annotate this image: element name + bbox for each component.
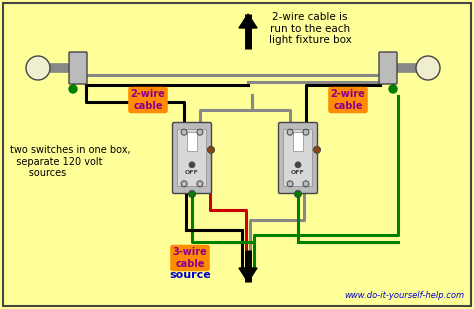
Circle shape bbox=[416, 56, 440, 80]
Text: 3-wire
cable: 3-wire cable bbox=[173, 247, 207, 269]
Circle shape bbox=[26, 56, 50, 80]
Text: OFF: OFF bbox=[291, 171, 305, 176]
Circle shape bbox=[181, 129, 187, 135]
Text: two switches in one box,
  separate 120 volt
      sources: two switches in one box, separate 120 vo… bbox=[10, 145, 131, 178]
FancyBboxPatch shape bbox=[173, 122, 211, 193]
Circle shape bbox=[313, 146, 320, 153]
Text: OFF: OFF bbox=[185, 171, 199, 176]
FancyBboxPatch shape bbox=[69, 52, 87, 84]
Circle shape bbox=[287, 129, 293, 135]
Circle shape bbox=[181, 181, 187, 187]
Text: 2-wire
cable: 2-wire cable bbox=[131, 89, 165, 111]
Circle shape bbox=[295, 162, 301, 168]
Bar bbox=[187, 132, 197, 151]
Text: 2-wire cable is
run to the each
light fixture box: 2-wire cable is run to the each light fi… bbox=[269, 12, 351, 45]
Circle shape bbox=[208, 146, 215, 153]
Circle shape bbox=[197, 129, 203, 135]
Circle shape bbox=[69, 85, 77, 93]
Circle shape bbox=[197, 181, 203, 187]
FancyBboxPatch shape bbox=[177, 129, 207, 186]
Circle shape bbox=[389, 85, 397, 93]
FancyBboxPatch shape bbox=[279, 122, 318, 193]
Bar bbox=[292, 132, 303, 151]
Circle shape bbox=[303, 129, 309, 135]
FancyBboxPatch shape bbox=[379, 52, 397, 84]
Circle shape bbox=[189, 162, 195, 168]
FancyBboxPatch shape bbox=[283, 129, 312, 186]
Text: www.do-it-yourself-help.com: www.do-it-yourself-help.com bbox=[344, 291, 464, 300]
Circle shape bbox=[303, 181, 309, 187]
Polygon shape bbox=[239, 14, 257, 28]
Circle shape bbox=[189, 191, 195, 197]
Text: source: source bbox=[169, 270, 211, 280]
Text: 2-wire
cable: 2-wire cable bbox=[331, 89, 365, 111]
Circle shape bbox=[294, 191, 301, 197]
Polygon shape bbox=[239, 268, 257, 282]
Circle shape bbox=[287, 181, 293, 187]
